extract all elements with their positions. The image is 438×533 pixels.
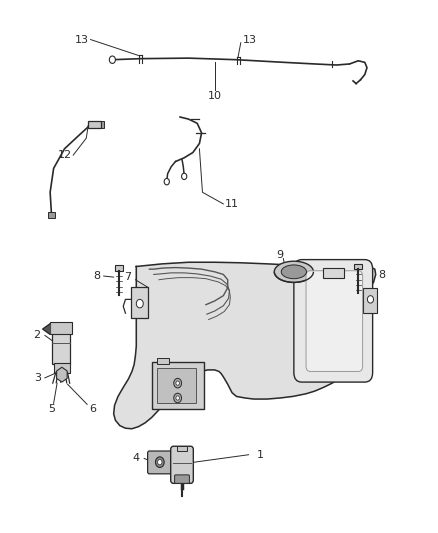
- Bar: [157, 358, 170, 364]
- Bar: [101, 121, 104, 127]
- Text: 8: 8: [378, 270, 386, 280]
- Polygon shape: [43, 324, 50, 334]
- Bar: [48, 213, 55, 217]
- FancyBboxPatch shape: [306, 271, 363, 372]
- Circle shape: [367, 296, 374, 303]
- Circle shape: [110, 56, 116, 63]
- Ellipse shape: [274, 261, 314, 282]
- Circle shape: [182, 173, 187, 180]
- Polygon shape: [114, 262, 376, 429]
- Bar: [177, 446, 187, 451]
- Circle shape: [174, 378, 182, 388]
- Circle shape: [176, 381, 180, 385]
- FancyBboxPatch shape: [175, 475, 189, 483]
- Text: 11: 11: [225, 199, 239, 209]
- FancyBboxPatch shape: [148, 451, 172, 474]
- Text: 8: 8: [94, 271, 101, 281]
- Text: 13: 13: [243, 35, 257, 45]
- Text: 6: 6: [89, 403, 96, 414]
- Text: 3: 3: [34, 373, 41, 383]
- Circle shape: [164, 179, 170, 185]
- Circle shape: [174, 393, 182, 403]
- Circle shape: [176, 396, 180, 400]
- Text: 12: 12: [57, 150, 71, 160]
- Text: 2: 2: [34, 330, 41, 341]
- Text: 7: 7: [124, 272, 131, 282]
- Bar: [322, 268, 344, 278]
- Text: 1: 1: [257, 450, 264, 460]
- Bar: [152, 362, 204, 409]
- Bar: [131, 287, 148, 318]
- Circle shape: [155, 457, 164, 467]
- Bar: [157, 368, 196, 403]
- Ellipse shape: [281, 265, 307, 279]
- Text: 5: 5: [48, 403, 55, 414]
- FancyBboxPatch shape: [171, 446, 193, 483]
- Text: 13: 13: [75, 35, 89, 45]
- Bar: [364, 288, 378, 313]
- FancyBboxPatch shape: [294, 260, 373, 382]
- Bar: [88, 120, 102, 128]
- Bar: [115, 265, 123, 271]
- Bar: [50, 322, 72, 334]
- Text: 9: 9: [276, 250, 283, 260]
- Bar: [354, 264, 362, 269]
- Circle shape: [136, 300, 143, 308]
- Text: 10: 10: [208, 91, 222, 101]
- Bar: [52, 324, 70, 364]
- Text: 4: 4: [133, 454, 140, 463]
- Bar: [54, 363, 70, 373]
- Circle shape: [158, 459, 162, 465]
